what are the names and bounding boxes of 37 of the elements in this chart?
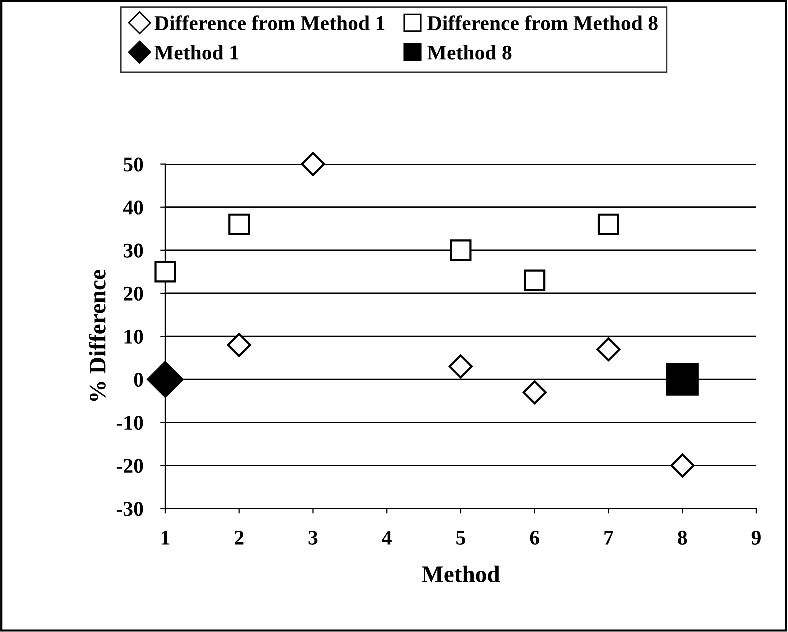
- point: [154, 261, 176, 283]
- x-tick-label: 5: [456, 531, 466, 545]
- y-tick-label: 10: [124, 330, 144, 344]
- y-tick-label: 30: [124, 244, 144, 258]
- point: [596, 337, 621, 362]
- x-tick-label: 9: [752, 530, 761, 545]
- x-tick-label: 7: [604, 531, 614, 545]
- legend-label: Method 8: [428, 45, 512, 60]
- point: [670, 454, 695, 478]
- point: [147, 361, 184, 398]
- point: [227, 333, 252, 358]
- y-tick-label: 40: [123, 200, 144, 215]
- x-tick-label: 2: [235, 530, 244, 545]
- legend-label: Difference from Method 8: [428, 16, 658, 30]
- point: [598, 214, 620, 236]
- point: [228, 214, 250, 236]
- point: [524, 270, 546, 292]
- legend-label: Difference from Method 1: [154, 16, 385, 30]
- x-tick-label: 1: [162, 530, 170, 545]
- point: [666, 363, 699, 396]
- y-tick-label: 0: [134, 372, 144, 388]
- x-axis-title: Method: [422, 566, 500, 582]
- x-tick-label: 8: [678, 530, 688, 545]
- point: [301, 152, 326, 176]
- x-tick-label: 3: [308, 530, 318, 545]
- point: [522, 380, 547, 405]
- point: [450, 240, 472, 262]
- y-tick-label: -10: [116, 416, 144, 430]
- y-tick-label: 50: [124, 158, 144, 172]
- y-axis-title: % Difference: [88, 270, 106, 402]
- x-tick-label: 4: [382, 531, 392, 545]
- y-tick-label: 20: [124, 286, 144, 301]
- legend-label: Method 1: [154, 45, 238, 60]
- y-tick-label: -30: [116, 502, 144, 516]
- point: [448, 354, 474, 379]
- x-tick-label: 6: [530, 530, 540, 545]
- y-tick-label: -20: [116, 459, 144, 474]
